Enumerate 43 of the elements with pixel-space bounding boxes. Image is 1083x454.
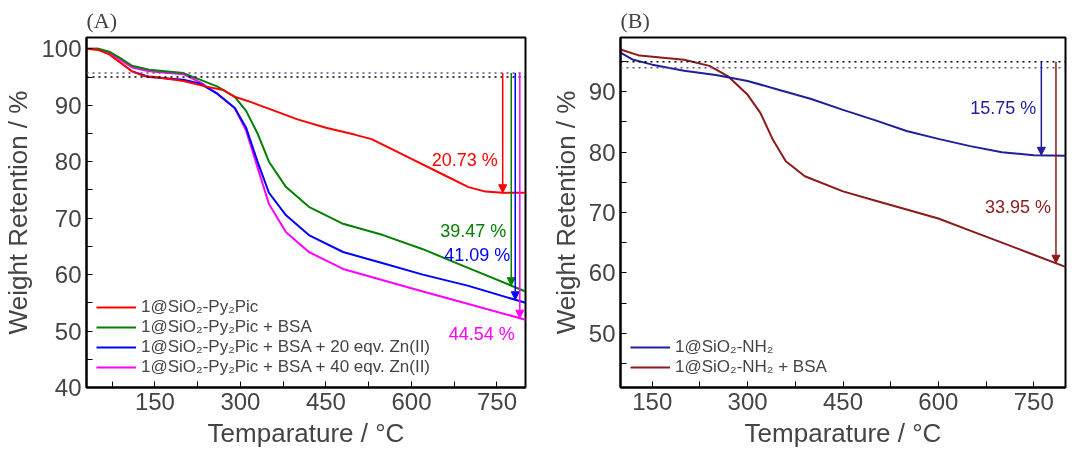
x-tick-label: 450 [305,387,346,415]
x-tick-label: 150 [632,387,673,415]
x-tick-label: 300 [727,387,768,415]
legend-label: 1@SiO₂-Py₂Pic [141,297,259,317]
y-tick-label: 90 [588,78,616,106]
y-tick-label: 80 [54,148,82,176]
line-series [620,48,1066,268]
chart-title: (B) [620,7,650,33]
y-axis-title: Weight Retention / % [550,90,581,335]
legend-label: 1@SiO₂-NH₂ + BSA [675,357,827,377]
x-tick-label: 750 [476,387,518,415]
y-axis-title: Weight Retention / % [3,90,34,335]
y-tick-label: 80 [588,138,616,166]
y-tick-label: 70 [54,204,82,232]
y-tick-label: 50 [54,317,82,345]
legend-label: 1@SiO₂-Py₂Pic + BSA + 20 eqv. Zn(II) [141,337,431,357]
y-tick-label: 100 [41,35,82,63]
legend-label: 1@SiO₂-Py₂Pic + BSA [141,317,312,337]
annotation: 33.95 % [984,197,1051,218]
y-tick-label: 50 [588,319,616,347]
annotation: 44.54 % [448,324,515,345]
y-tick-label: 60 [54,261,82,289]
annotation: 15.75 % [970,98,1037,119]
x-tick-label: 450 [822,387,864,415]
y-tick-label: 70 [588,199,616,226]
y-tick-label: 90 [54,91,82,119]
legend-label: 1@SiO₂-Py₂Pic + BSA + 40 eqv. Zn(II) [141,357,431,377]
line-series [620,51,1066,157]
annotation: 41.09 % [444,244,511,265]
x-axis-title: Temparature / °C [207,417,405,448]
y-tick-label: 40 [54,374,82,401]
x-tick-label: 600 [918,387,959,415]
x-tick-label: 600 [391,387,432,415]
x-tick-label: 750 [1013,387,1054,415]
legend-label: 1@SiO₂-NH₂ [675,337,774,357]
x-tick-label: 300 [220,387,261,415]
annotation: 39.47 % [440,220,507,241]
x-axis-title: Temparature / °C [744,417,942,448]
line-series [86,47,526,194]
x-tick-label: 150 [134,387,175,415]
y-tick-label: 60 [588,259,616,287]
chart-title: (A) [86,7,118,33]
annotation: 20.73 % [431,149,498,170]
